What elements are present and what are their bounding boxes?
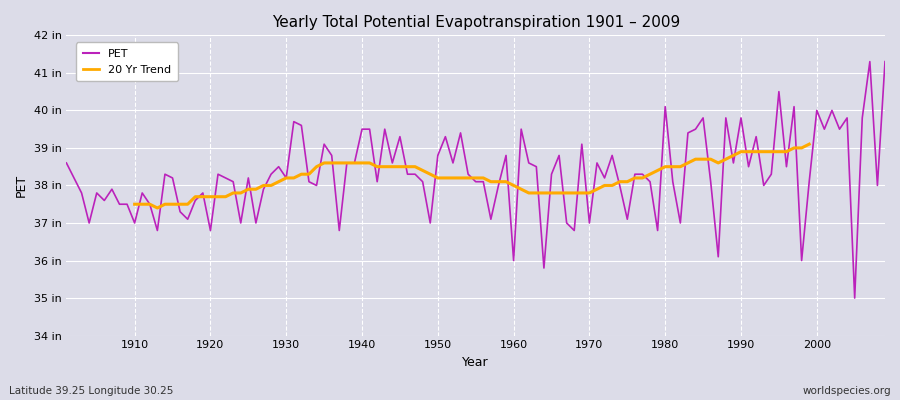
- Title: Yearly Total Potential Evapotranspiration 1901 – 2009: Yearly Total Potential Evapotranspiratio…: [272, 15, 680, 30]
- Y-axis label: PET: PET: [15, 174, 28, 197]
- X-axis label: Year: Year: [463, 356, 489, 369]
- Text: worldspecies.org: worldspecies.org: [803, 386, 891, 396]
- Legend: PET, 20 Yr Trend: PET, 20 Yr Trend: [76, 42, 178, 81]
- Text: Latitude 39.25 Longitude 30.25: Latitude 39.25 Longitude 30.25: [9, 386, 174, 396]
